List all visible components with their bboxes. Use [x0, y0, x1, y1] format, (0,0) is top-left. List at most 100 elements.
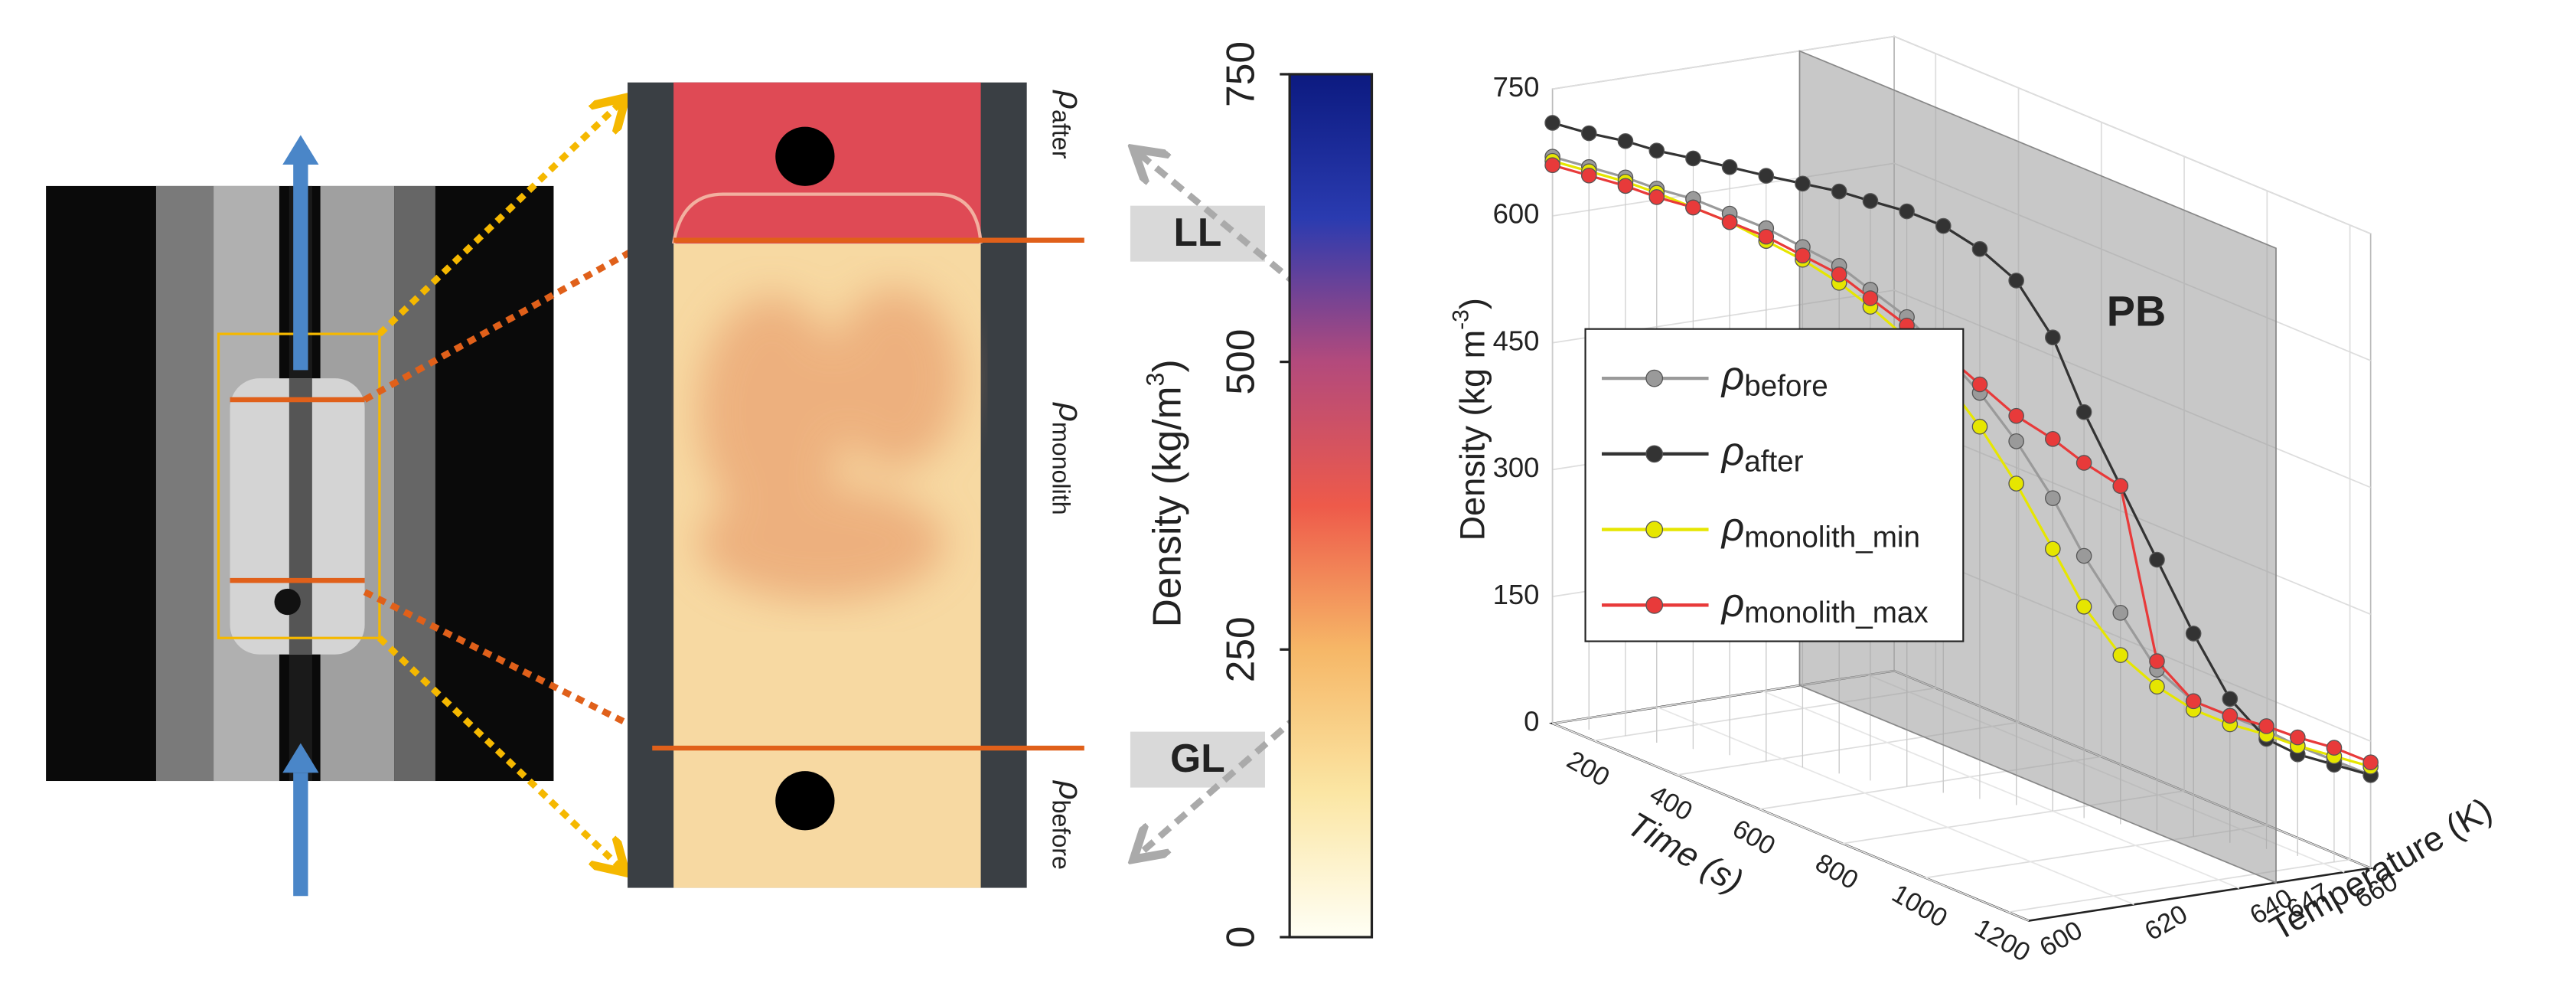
rho-after: ρafter — [1048, 89, 1088, 158]
data-point — [2149, 678, 2165, 695]
y-tick-label: 750 — [1493, 71, 1540, 103]
legend-entry: ρafter — [1720, 428, 1804, 478]
legend-entry: ρbefore — [1720, 353, 1828, 403]
legend-marker — [1645, 521, 1664, 538]
colorbar-label: Density (kg/m3) — [1141, 359, 1189, 627]
legend-symbol: ρ — [1720, 428, 1745, 472]
grid-line — [1657, 706, 2134, 906]
data-point — [2222, 707, 2239, 724]
legend-marker — [1645, 596, 1664, 614]
data-point — [2185, 626, 2202, 642]
data-point — [2149, 551, 2165, 568]
data-point — [1971, 418, 1988, 435]
data-point — [2185, 693, 2202, 710]
ll-box — [1130, 205, 1265, 262]
data-point — [1617, 178, 1634, 194]
rho-sub: monolith — [1048, 422, 1075, 515]
label-sup: -3 — [1448, 309, 1473, 330]
z-tick-label: 620 — [2140, 900, 2193, 947]
rho-symbol: ρ — [1052, 401, 1088, 422]
data-point — [2258, 718, 2274, 734]
legend-marker — [1645, 369, 1664, 387]
y-axis-label: Density (kg m-3) — [1448, 298, 1492, 541]
y-tick-label: 450 — [1493, 325, 1540, 356]
tick-label: 0 — [1218, 926, 1263, 949]
data-point — [1758, 228, 1775, 245]
data-point — [2045, 490, 2061, 506]
legend-symbol: ρ — [1720, 504, 1745, 548]
data-point — [1899, 203, 1915, 220]
data-point — [1544, 115, 1560, 131]
data-point — [1648, 142, 1665, 158]
data-point — [2045, 329, 2061, 346]
tick-label: 750 — [1218, 41, 1263, 107]
data-point — [1580, 167, 1597, 184]
rho-before: ρbefore — [1048, 779, 1088, 870]
data-point — [1862, 193, 1879, 209]
gl-box — [1130, 731, 1265, 788]
data-point — [2112, 647, 2129, 663]
data-point — [1758, 168, 1775, 184]
pb-label: PB — [2107, 287, 2167, 335]
rho-monolith: ρmonolith — [1048, 401, 1088, 515]
colorbar — [1288, 73, 1374, 939]
label-text: Density (kg/m — [1144, 386, 1189, 627]
x-tick-label: 800 — [1811, 848, 1864, 896]
data-point — [2362, 754, 2379, 770]
data-point — [1831, 266, 1847, 283]
legend-sub: monolith_max — [1744, 596, 1928, 629]
y-tick-label: 0 — [1524, 706, 1539, 737]
tick-label: 250 — [1218, 616, 1263, 682]
x-tick-label: 200 — [1562, 745, 1615, 792]
xray-image — [46, 102, 699, 897]
data-point — [1971, 376, 1988, 393]
data-point — [1617, 132, 1634, 149]
data-point — [1648, 189, 1665, 205]
data-point — [1971, 240, 1988, 257]
data-point — [2075, 455, 2092, 471]
data-point — [1544, 157, 1560, 174]
x-tick-label: 1000 — [1887, 879, 1952, 933]
x-tick-label: 1200 — [1970, 913, 2035, 968]
y-tick-label: 600 — [1493, 198, 1540, 230]
data-point — [2290, 729, 2306, 746]
label-text: Density (kg m — [1453, 330, 1492, 541]
data-point — [1795, 175, 1811, 192]
data-point — [1580, 125, 1597, 142]
rho-symbol: ρ — [1052, 779, 1088, 800]
x-tick-label: 600 — [1727, 814, 1780, 861]
legend-marker — [1645, 445, 1664, 463]
data-point — [2222, 691, 2239, 707]
data-point — [2075, 404, 2092, 420]
data-point — [1862, 290, 1879, 306]
data-point — [2075, 598, 2092, 615]
data-point — [2045, 430, 2061, 447]
data-point — [2008, 433, 2024, 449]
data-point — [1831, 183, 1847, 200]
gl-label: GL — [1170, 736, 1225, 780]
grid-line — [1552, 723, 2030, 922]
density-map: LL GL ρafter ρmonolith ρbefore — [628, 82, 1356, 888]
legend-entry: ρmonolith_max — [1720, 580, 1929, 629]
grid-line — [1762, 690, 2240, 890]
data-point — [2008, 407, 2024, 424]
grid-line — [1552, 35, 2371, 234]
tick-label: 500 — [1218, 329, 1263, 395]
legend-sub: after — [1744, 446, 1803, 479]
data-point — [2075, 547, 2092, 564]
label-end: ) — [1453, 298, 1492, 309]
grid-line — [2007, 224, 2351, 913]
data-point — [2149, 653, 2165, 669]
legend-sub: monolith_min — [1744, 521, 1920, 554]
data-point — [1721, 214, 1738, 230]
y-tick-label: 150 — [1493, 579, 1540, 610]
data-point — [1721, 158, 1738, 175]
y-tick-label: 300 — [1493, 452, 1540, 483]
z-tick-label: 600 — [2035, 916, 2088, 963]
data-point — [1685, 199, 1701, 216]
data-point — [1795, 247, 1811, 264]
legend-symbol: ρ — [1720, 580, 1745, 624]
data-point — [1935, 217, 1952, 234]
legend-entry: ρmonolith_min — [1720, 504, 1920, 554]
data-point — [2326, 740, 2343, 756]
